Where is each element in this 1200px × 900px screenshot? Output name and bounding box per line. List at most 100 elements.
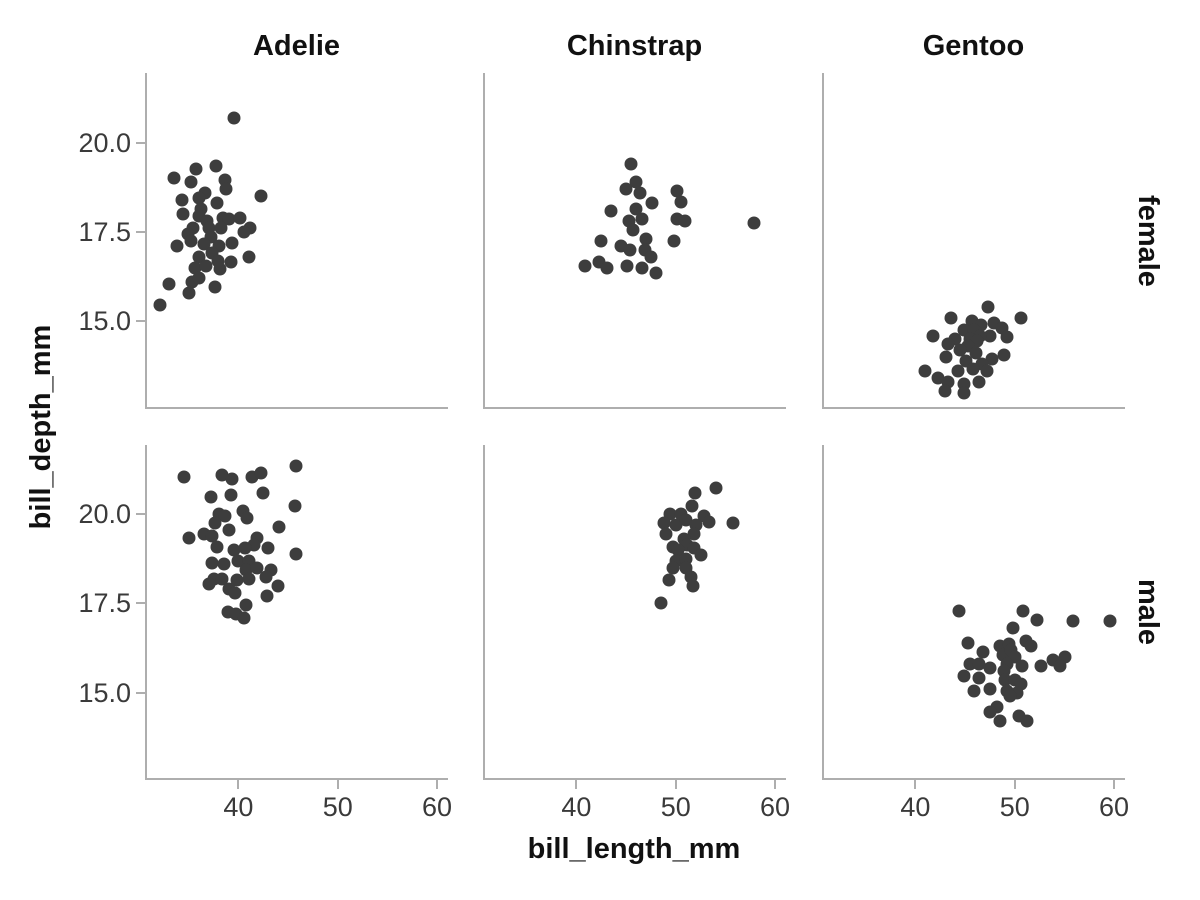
x-tick-mark [336, 780, 339, 789]
data-point [649, 266, 663, 280]
data-point [225, 236, 239, 250]
data-point [261, 541, 275, 555]
data-point [225, 472, 239, 486]
y-axis-label: bill_depth_mm [25, 324, 57, 530]
data-point [998, 673, 1012, 687]
data-point [1034, 659, 1048, 673]
x-tick-mark [436, 780, 439, 789]
x-tick-label: 50 [999, 792, 1030, 822]
data-point [1003, 689, 1017, 703]
data-point [272, 520, 286, 534]
x-tick-label: 60 [422, 792, 453, 822]
data-point [199, 259, 213, 273]
data-point [702, 515, 715, 529]
data-point [289, 547, 303, 561]
data-point [953, 343, 967, 357]
data-point [254, 189, 268, 203]
data-point [629, 202, 643, 216]
x-tick-label: 40 [561, 792, 592, 822]
data-point [1015, 659, 1029, 673]
x-tick-label: 50 [322, 792, 353, 822]
y-tick-mark [136, 513, 145, 516]
data-point [210, 540, 224, 553]
data-point [288, 499, 302, 513]
x-tick-mark [774, 780, 777, 789]
y-tick-mark [136, 320, 145, 323]
data-point [192, 271, 206, 285]
data-point [961, 636, 975, 650]
x-tick-mark [1113, 780, 1116, 789]
data-point [215, 468, 229, 482]
data-point [594, 234, 608, 248]
data-point [685, 499, 699, 513]
facet-title-chinstrap: Chinstrap [566, 30, 703, 62]
data-point [674, 195, 688, 209]
data-point [983, 705, 997, 719]
data-point [1016, 604, 1030, 618]
facet-title-adelie: Adelie [252, 30, 341, 62]
data-point [633, 186, 647, 200]
y-tick-mark [136, 602, 145, 605]
data-point [170, 239, 184, 253]
data-point [694, 548, 708, 562]
data-point [228, 586, 242, 600]
data-point [202, 577, 216, 591]
data-point [967, 684, 981, 698]
data-point [227, 111, 241, 125]
data-point [635, 261, 649, 275]
data-point [162, 277, 176, 291]
y-tick-label: 17.5 [78, 216, 131, 247]
data-point [709, 481, 723, 495]
data-point [993, 714, 1007, 728]
x-tick-label: 50 [660, 792, 691, 822]
data-point [578, 259, 592, 273]
data-point [972, 657, 986, 671]
data-point [289, 459, 303, 473]
data-point [1030, 613, 1044, 626]
data-point [242, 250, 256, 264]
data-point [941, 337, 955, 351]
data-point [254, 466, 268, 480]
data-point [240, 511, 254, 525]
data-point [218, 509, 232, 523]
data-point [260, 589, 274, 603]
data-point [600, 261, 614, 275]
data-point [1014, 311, 1028, 325]
data-point [619, 182, 633, 196]
data-point [679, 513, 693, 527]
data-point [184, 234, 198, 248]
data-point [666, 561, 680, 575]
data-point [726, 516, 740, 530]
data-point [271, 579, 285, 593]
x-tick-mark [575, 780, 578, 789]
data-point [205, 529, 219, 543]
data-point [662, 573, 676, 587]
data-point [167, 171, 181, 185]
data-point [939, 350, 953, 364]
facet-label-female: female [1132, 195, 1164, 287]
data-point [667, 234, 681, 248]
data-point [205, 556, 219, 570]
data-point [182, 531, 196, 545]
data-point [250, 561, 264, 575]
data-point [972, 375, 986, 389]
data-point [217, 557, 231, 571]
y-tick-label: 17.5 [78, 588, 131, 619]
data-point [635, 212, 649, 226]
y-tick-label: 20.0 [78, 499, 131, 530]
data-point [1024, 639, 1038, 653]
x-tick-label: 60 [760, 792, 791, 822]
data-point [926, 329, 940, 343]
data-point [659, 527, 673, 541]
data-point [237, 611, 251, 625]
data-point [215, 572, 228, 586]
data-point [256, 486, 270, 500]
panel-gentoo-male: 40 50 60 [822, 445, 1129, 822]
data-point [966, 362, 980, 376]
y-tick-label: 20.0 [78, 127, 131, 158]
data-point [654, 596, 668, 610]
x-tick-label: 60 [1099, 792, 1130, 822]
x-tick-mark [914, 780, 917, 789]
data-point [182, 286, 196, 300]
